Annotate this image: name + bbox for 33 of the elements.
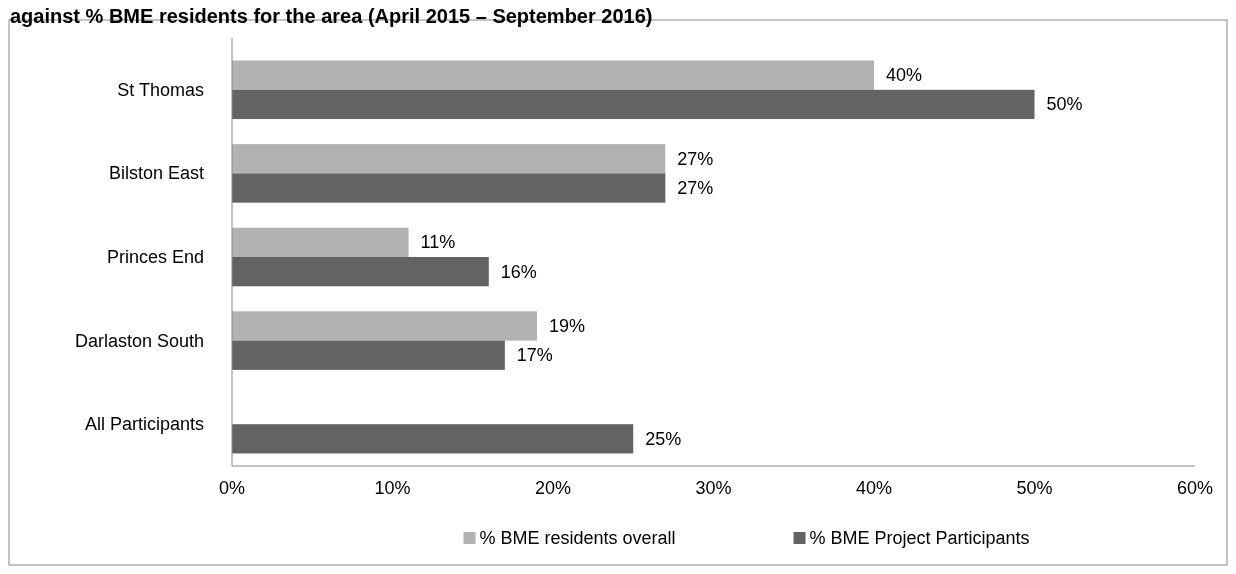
y-tick-label: Darlaston South	[74, 330, 204, 351]
bar	[232, 60, 874, 90]
bar	[232, 340, 505, 370]
legend-label: % BME residents overall	[479, 528, 676, 548]
legend-label: % BME Project Participants	[809, 528, 1030, 548]
x-tick-label: 0%	[218, 478, 246, 498]
x-tick-label: 60%	[1176, 478, 1214, 498]
text: 11%	[420, 232, 456, 253]
bar	[232, 227, 409, 257]
text: 40%	[886, 65, 923, 86]
text: 17%	[516, 345, 553, 366]
bar	[232, 257, 489, 287]
text: 27%	[677, 178, 714, 199]
bar	[232, 144, 666, 174]
x-tick-label: 20%	[534, 478, 572, 498]
x-tick-label: 10%	[374, 478, 411, 498]
bar	[232, 173, 666, 203]
text: 19%	[548, 315, 585, 336]
y-tick-label: Princes End	[106, 247, 204, 267]
bar	[232, 89, 1035, 120]
text: 50%	[1046, 94, 1083, 115]
bar	[232, 311, 537, 341]
text: 25%	[645, 428, 682, 449]
x-tick-label: 40%	[855, 478, 893, 498]
chart-title: against % BME residents for the area (April 2015 – September 2016)	[10, 5, 653, 28]
text: 27%	[677, 148, 714, 169]
y-tick-label: St Thomas	[117, 79, 204, 100]
text: 16%	[500, 261, 537, 282]
y-tick-label: All Participants	[84, 414, 204, 435]
x-tick-label: 50%	[1016, 478, 1053, 498]
x-tick-label: 30%	[695, 478, 732, 498]
bar	[232, 424, 634, 454]
y-tick-label: Bilston East	[108, 163, 204, 184]
